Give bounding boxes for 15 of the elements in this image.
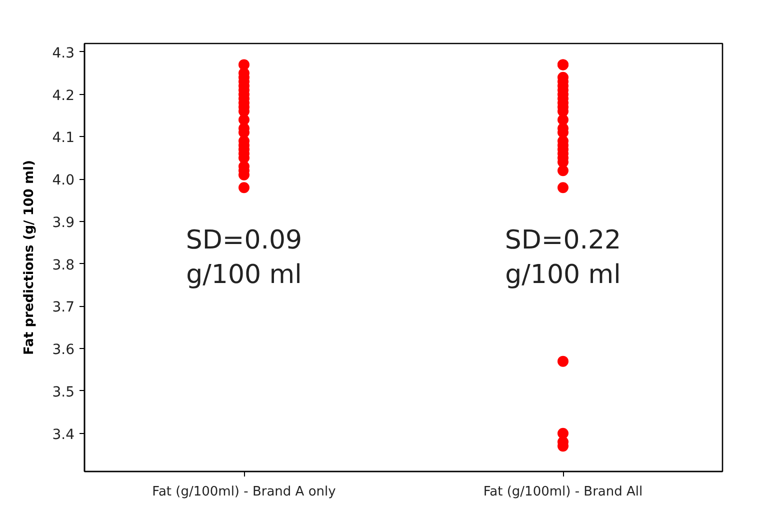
y-tick-label: 3.4 bbox=[52, 426, 75, 443]
annotation: SD=0.09 g/100 ml bbox=[186, 225, 302, 290]
y-tick-label: 4.3 bbox=[52, 45, 74, 62]
y-tick-label: 3.5 bbox=[52, 384, 74, 400]
y-tick-label: 4.2 bbox=[52, 88, 74, 104]
y-tick-label: 3.8 bbox=[52, 257, 74, 274]
y-tick-label: 3.9 bbox=[52, 214, 74, 231]
y-axis-title: Fat predictions (g/ 100 ml) bbox=[22, 160, 38, 355]
annotation: SD=0.22 g/100 ml bbox=[504, 225, 622, 290]
y-tick-label: 3.7 bbox=[52, 300, 74, 316]
x-tick-label: Fat (g/100ml) - Brand A only bbox=[152, 484, 336, 500]
y-tick-label: 4.1 bbox=[52, 130, 74, 146]
y-tick-label: 3.6 bbox=[52, 342, 75, 358]
y-tick-label: 4.0 bbox=[52, 172, 74, 189]
x-tick-label: Fat (g/100ml) - Brand All bbox=[483, 484, 643, 500]
